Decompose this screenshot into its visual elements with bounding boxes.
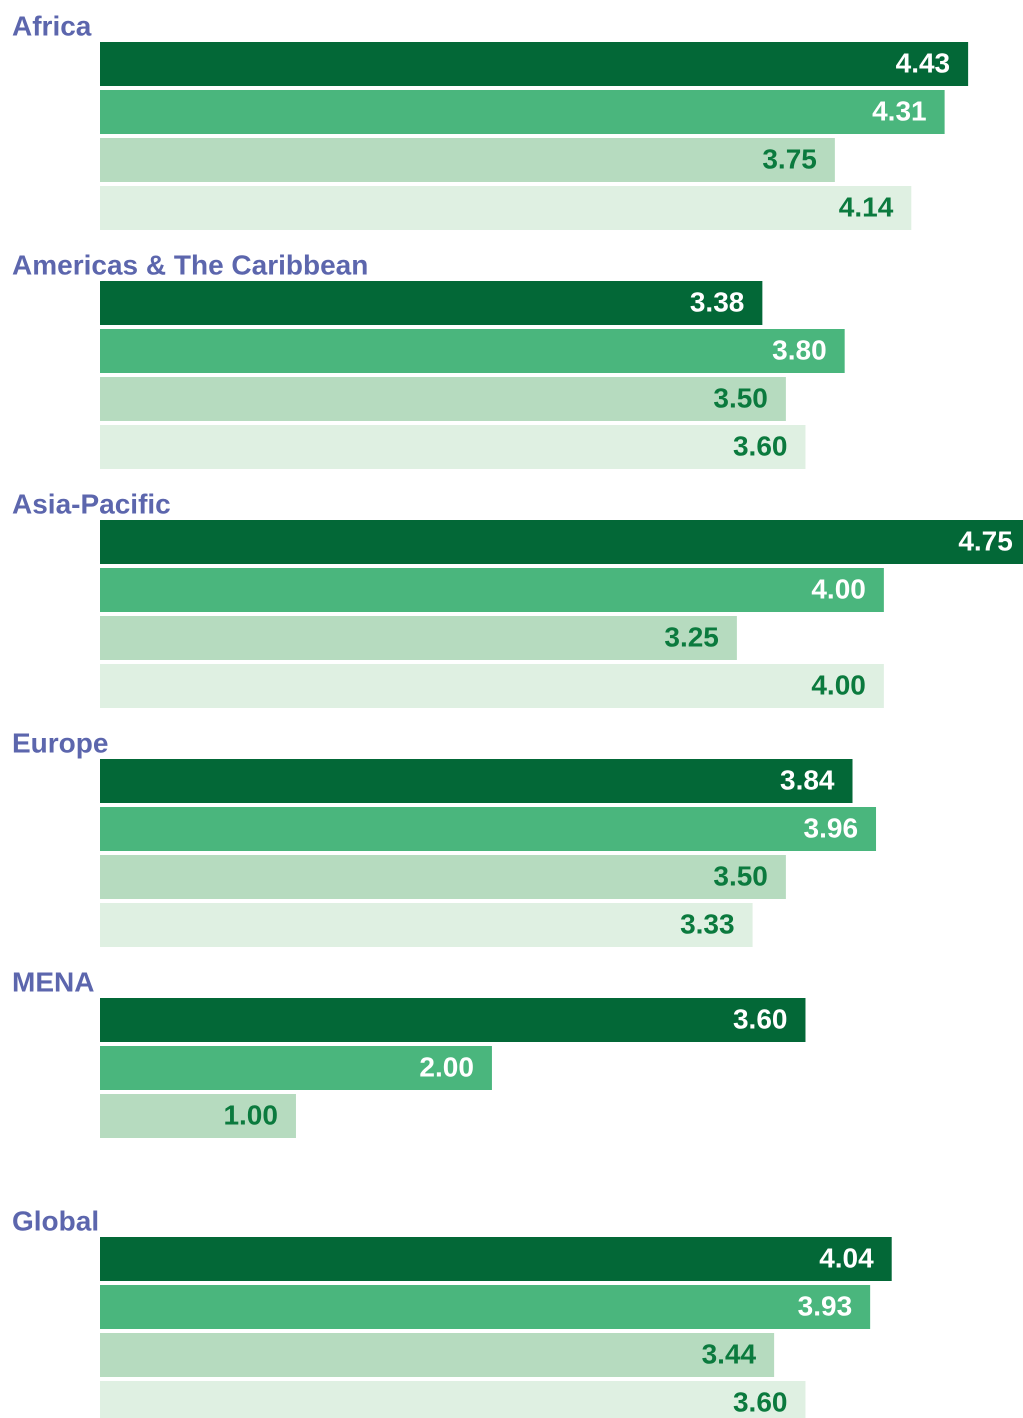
category-label: MENA bbox=[12, 966, 94, 997]
value-label: 3.33 bbox=[680, 908, 735, 939]
bar bbox=[100, 329, 845, 373]
bar bbox=[100, 568, 884, 612]
value-label: 3.25 bbox=[664, 621, 719, 652]
bar bbox=[100, 425, 806, 469]
bar bbox=[100, 42, 969, 86]
category-label: Americas & The Caribbean bbox=[12, 249, 368, 280]
category-label: Africa bbox=[12, 10, 92, 41]
value-label: 4.00 bbox=[811, 669, 866, 700]
value-label: 4.75 bbox=[958, 525, 1013, 556]
bar bbox=[100, 1237, 892, 1281]
bar bbox=[100, 90, 945, 134]
value-label: 3.84 bbox=[780, 764, 835, 795]
bar bbox=[100, 855, 786, 899]
value-label: 2.00 bbox=[419, 1051, 474, 1082]
value-label: 4.00 bbox=[811, 573, 866, 604]
bar bbox=[100, 616, 737, 660]
value-label: 3.44 bbox=[702, 1338, 757, 1369]
value-label: 3.60 bbox=[733, 1386, 788, 1417]
value-label: 3.50 bbox=[713, 382, 768, 413]
bar bbox=[100, 520, 1023, 564]
category-label: Asia-Pacific bbox=[12, 488, 171, 519]
bar bbox=[100, 138, 835, 182]
value-label: 4.04 bbox=[819, 1242, 874, 1273]
bar bbox=[100, 186, 912, 230]
category-label: Europe bbox=[12, 727, 108, 758]
value-label: 3.96 bbox=[804, 812, 859, 843]
value-label: 3.50 bbox=[713, 860, 768, 891]
bar bbox=[100, 759, 853, 803]
bar bbox=[100, 377, 786, 421]
value-label: 3.80 bbox=[772, 334, 827, 365]
value-label: 3.38 bbox=[690, 286, 745, 317]
bar bbox=[100, 1285, 871, 1329]
bar bbox=[100, 1333, 775, 1377]
bar bbox=[100, 807, 877, 851]
value-label: 4.14 bbox=[839, 191, 894, 222]
value-label: 3.60 bbox=[733, 1003, 788, 1034]
bar bbox=[100, 1094, 296, 1138]
bar bbox=[100, 903, 753, 947]
bar bbox=[100, 281, 763, 325]
value-label: 3.75 bbox=[762, 143, 817, 174]
bar bbox=[100, 1046, 492, 1090]
value-label: 4.31 bbox=[872, 95, 927, 126]
value-label: 3.93 bbox=[798, 1290, 853, 1321]
category-label: Global bbox=[12, 1205, 99, 1236]
value-label: 3.60 bbox=[733, 430, 788, 461]
bar bbox=[100, 1381, 806, 1418]
value-label: 1.00 bbox=[223, 1099, 278, 1130]
value-label: 4.43 bbox=[896, 47, 951, 78]
bar bbox=[100, 998, 806, 1042]
bar bbox=[100, 664, 884, 708]
